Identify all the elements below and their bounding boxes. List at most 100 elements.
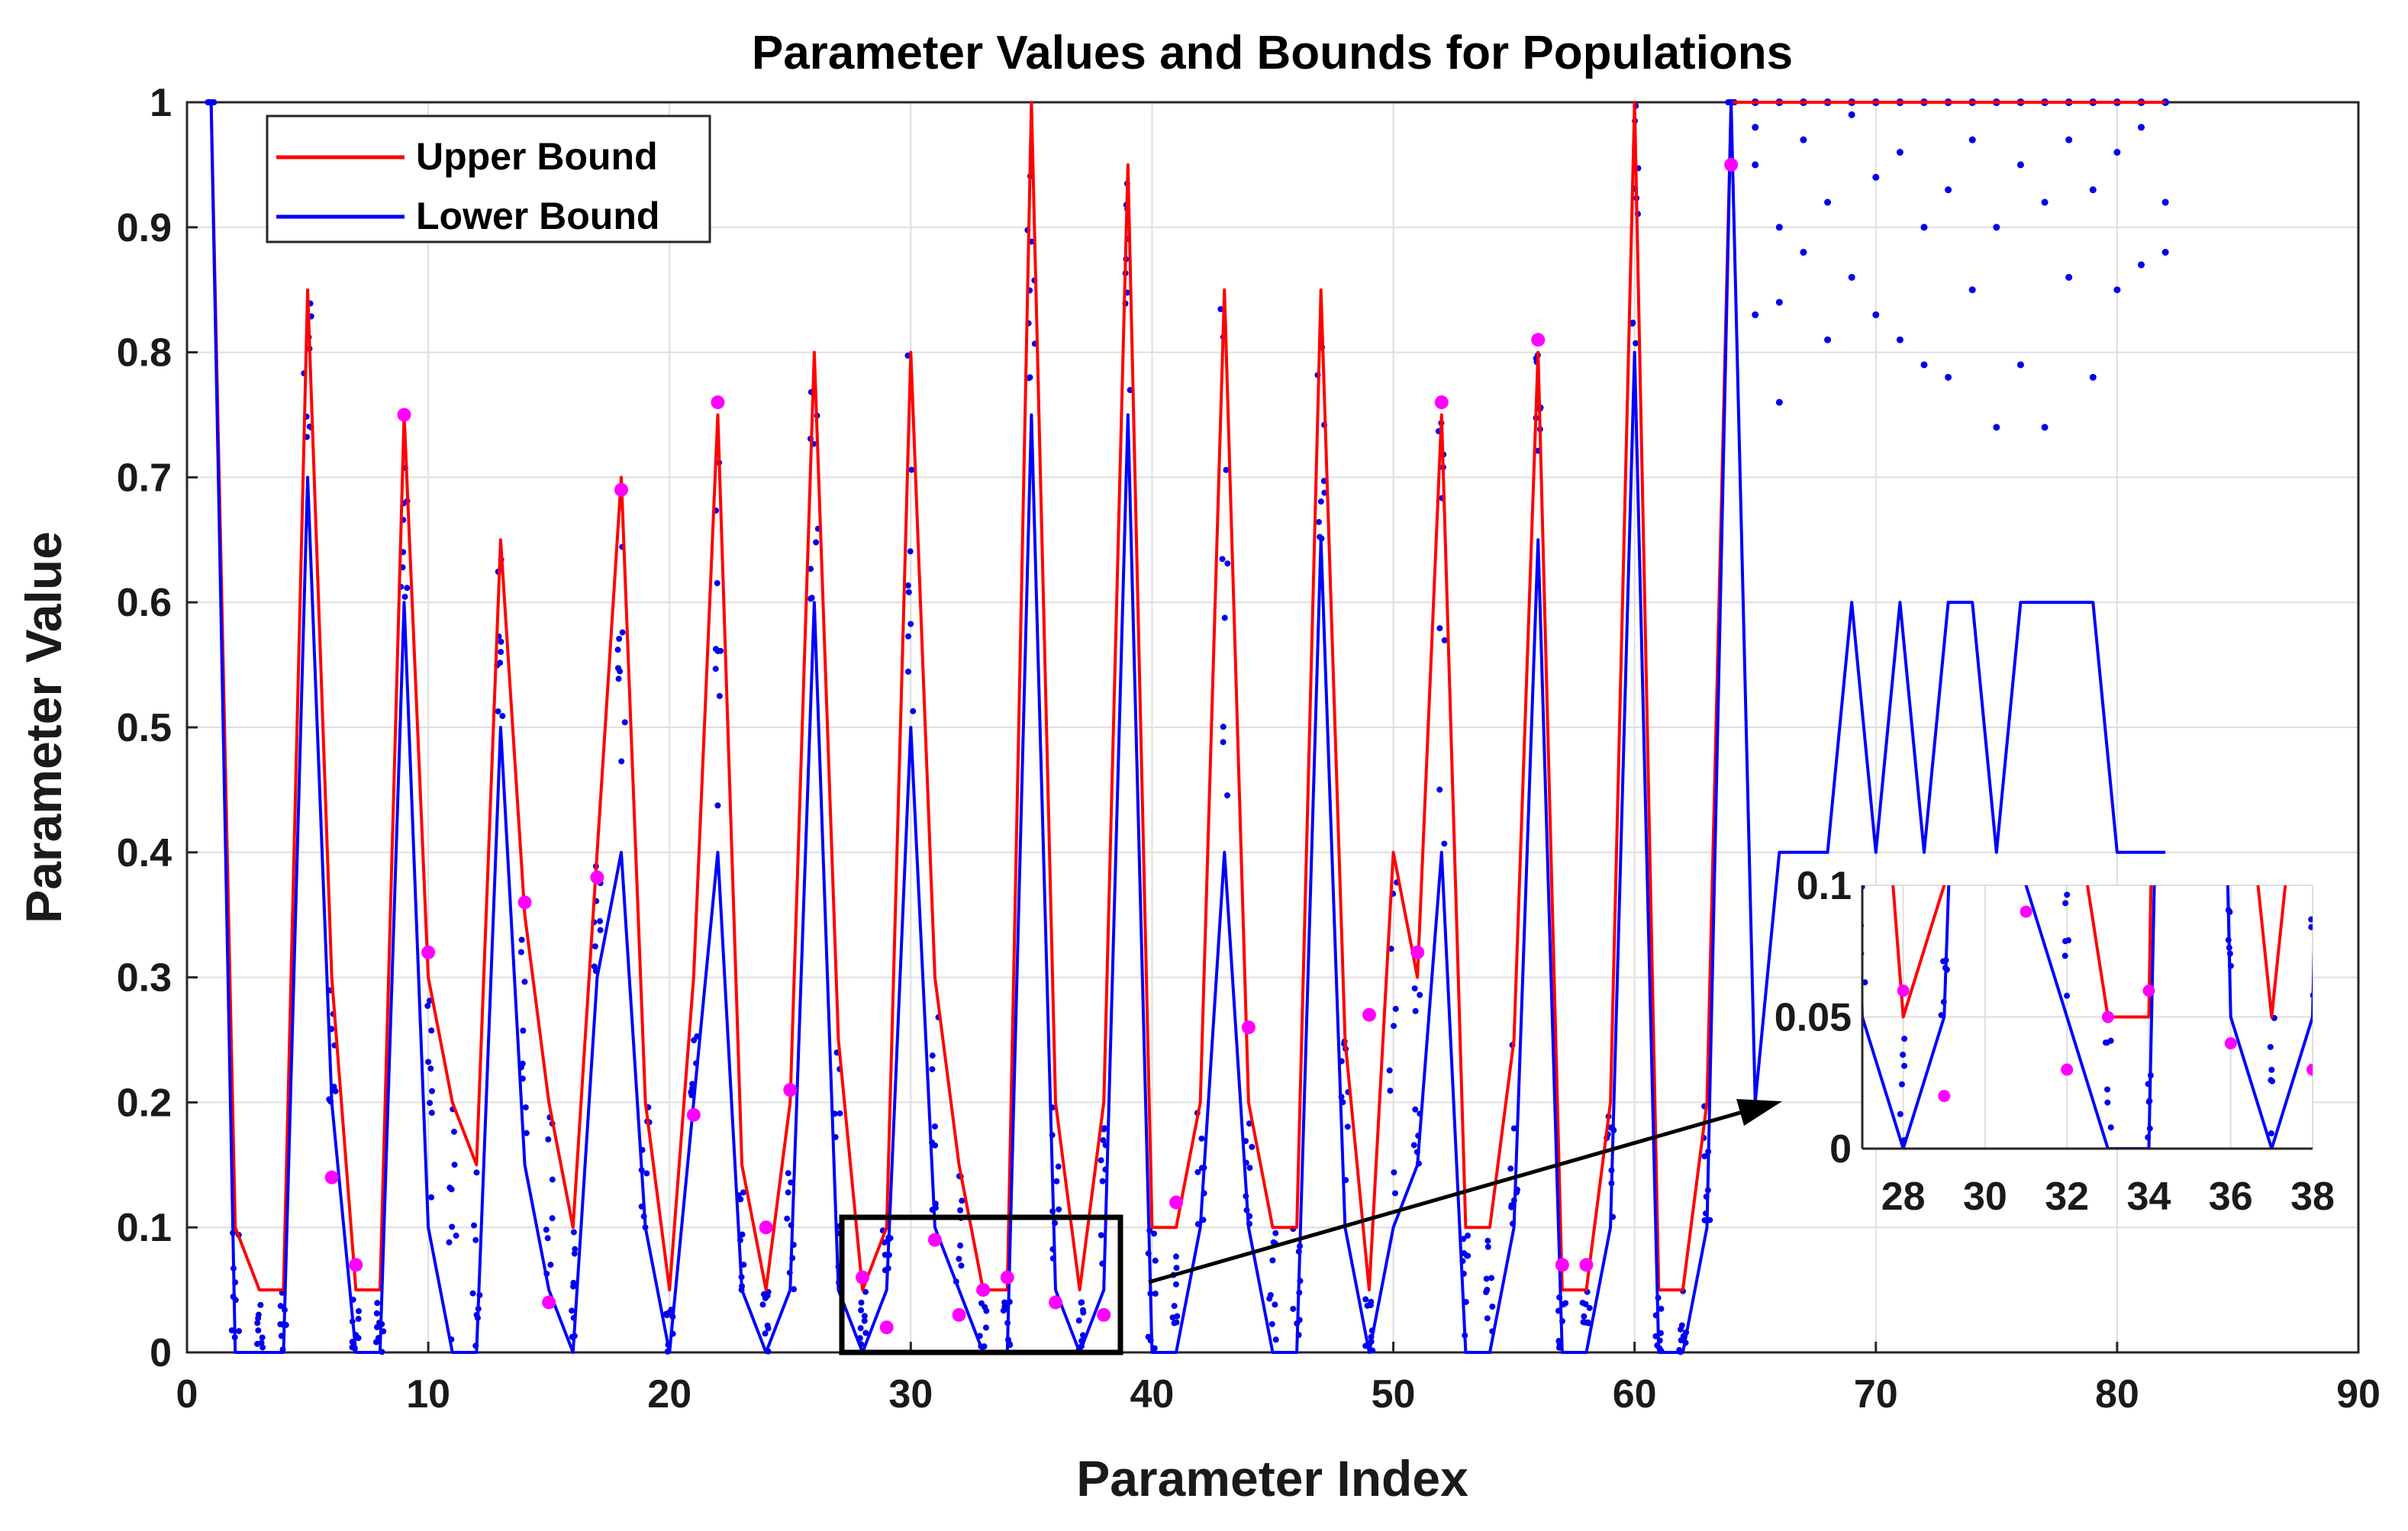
population-dot [1586, 1304, 1593, 1311]
population-dot [1151, 1230, 1158, 1237]
population-dot [2016, 161, 2024, 169]
population-dot [956, 1255, 962, 1262]
population-dot [762, 1330, 769, 1337]
population-dot [861, 1313, 868, 1320]
highlighted-point [927, 1233, 942, 1247]
highlighted-point [614, 482, 628, 497]
population-dot [355, 1316, 362, 1323]
population-dot [784, 1215, 791, 1222]
population-dot [762, 1294, 769, 1301]
inset-highlighted-point [1938, 1090, 1951, 1102]
population-dot [1872, 173, 1880, 181]
population-dot [2161, 198, 2169, 206]
population-dot [861, 1317, 868, 1324]
x-tick-label: 40 [1130, 1372, 1175, 1417]
population-dot [621, 719, 628, 726]
population-dot [808, 566, 814, 572]
population-dot [737, 1196, 744, 1203]
inset-highlighted-point [2306, 1063, 2313, 1076]
population-dot [1775, 224, 1783, 231]
population-dot [428, 1110, 435, 1117]
population-dot [1848, 273, 1855, 281]
inset-population-dot [2308, 923, 2313, 930]
inset-population-dot [1898, 1081, 1905, 1088]
inset-x-tick-label: 38 [2290, 1175, 2335, 1219]
population-dot [1078, 1299, 1085, 1306]
inset-y-tick-labels: 0 0.05 0.1 [1775, 864, 1852, 1172]
population-dot [259, 1334, 266, 1341]
inset-population-dot [2103, 1039, 2110, 1046]
population-dot [1633, 340, 1639, 346]
inset-population-dot [2061, 938, 2068, 945]
population-dot [1172, 1281, 1179, 1288]
population-dot [1026, 375, 1033, 382]
chart-title: Parameter Values and Bounds for Populati… [752, 27, 1793, 79]
lower-bound-line [209, 101, 2166, 1354]
upper-bound-line [209, 101, 2166, 1292]
x-tick-label: 80 [2095, 1372, 2139, 1417]
y-tick-label: 0.9 [117, 206, 172, 250]
y-tick-label: 0.3 [117, 956, 172, 1001]
inset-population-dot [2268, 1130, 2274, 1137]
x-tick-label: 30 [888, 1372, 933, 1417]
inset-highlighted-point [2101, 1010, 2114, 1023]
population-dot [1483, 1275, 1490, 1282]
population-dot [2089, 373, 2097, 381]
population-dot [712, 666, 719, 672]
inset-highlighted-point [2061, 1063, 2074, 1076]
population-dot [1152, 1257, 1159, 1264]
population-dot [1968, 136, 1976, 143]
population-dot [1198, 1135, 1205, 1142]
population-dot [1169, 1314, 1176, 1321]
population-dot [932, 1142, 939, 1149]
population-dot [1387, 1088, 1394, 1094]
population-dot [1993, 224, 2000, 231]
inset-population-dot [2268, 1066, 2275, 1073]
highlighted-point [1169, 1195, 1184, 1210]
inset-population-dot [1901, 1062, 1908, 1069]
population-dot [717, 647, 724, 654]
legend-upper-label: Upper Bound [416, 135, 658, 178]
inset-population-dot [2020, 878, 2026, 885]
population-dot [2065, 136, 2073, 143]
population-dot [449, 1223, 456, 1230]
population-dot [663, 1312, 670, 1319]
population-dot [1872, 311, 1880, 318]
population-dot [857, 1325, 864, 1332]
inset-population-dot [2062, 900, 2069, 907]
population-dot [2113, 286, 2121, 294]
population-dot [1269, 1257, 1276, 1264]
y-tick-label: 0.4 [117, 831, 172, 875]
population-dot [1392, 1005, 1399, 1012]
population-dot [523, 1130, 530, 1136]
population-dot [1171, 1303, 1178, 1310]
population-dot [521, 978, 528, 985]
inset-population-dot [1979, 764, 1985, 770]
population-dot [1412, 1007, 1419, 1014]
population-dot [571, 1250, 578, 1257]
population-dot [1508, 1202, 1515, 1209]
population-dot [446, 1239, 453, 1246]
population-dot [2161, 249, 2169, 256]
highlighted-point [397, 408, 411, 422]
highlighted-point [1531, 333, 1546, 347]
population-dot [858, 1299, 865, 1306]
population-dot [618, 758, 625, 765]
inset-population-dot [2026, 869, 2032, 875]
population-dot [1584, 1319, 1591, 1326]
y-tick-label: 0 [150, 1331, 172, 1375]
population-dot [1678, 1337, 1684, 1344]
inset-population-dot [1862, 979, 1868, 986]
highlighted-point [324, 1170, 339, 1185]
population-dot [862, 1288, 869, 1295]
population-dot [1945, 373, 1952, 381]
population-dot [615, 675, 622, 682]
population-dot [236, 1328, 243, 1335]
population-dot [520, 1027, 527, 1034]
population-dot [499, 713, 506, 720]
inset-x-tick-labels: 28 30 32 34 36 38 [1881, 1175, 2335, 1219]
population-dot [983, 1307, 990, 1314]
population-dot [1055, 1163, 1062, 1170]
population-dot [1436, 786, 1443, 793]
population-dot [1272, 1301, 1278, 1308]
